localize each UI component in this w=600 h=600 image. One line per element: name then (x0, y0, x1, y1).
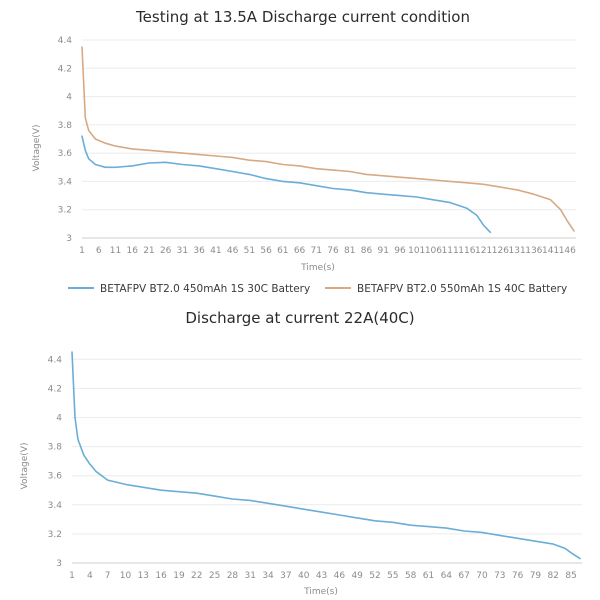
chart-2-x-tick-label: 70 (476, 571, 488, 581)
chart-1-series-line-1 (81, 135, 492, 234)
chart-1-x-tick-label: 96 (394, 246, 406, 256)
legend-label-550mah: BETAFPV BT2.0 550mAh 1S 40C Battery (357, 283, 567, 295)
chart-1-x-tick-label: 141 (542, 246, 559, 256)
chart-1-x-axis-label: Time(s) (300, 263, 335, 273)
chart-2-x-tick-label: 25 (209, 571, 220, 581)
chart-1-x-tick-label: 56 (260, 246, 272, 256)
chart-1-x-tick-label: 136 (525, 246, 542, 256)
chart-2-y-axis-label: Voltage(V) (20, 443, 30, 490)
chart-2-x-tick-label: 37 (280, 571, 291, 581)
chart-1-y-axis-label: Voltage(V) (32, 125, 42, 172)
chart-2-x-tick-label: 28 (227, 571, 239, 581)
chart-2: Discharge at current 22A(40C) 3 3.2 3.4 3.6… (20, 309, 582, 597)
chart-2-x-tick-label: 40 (298, 571, 310, 581)
chart-2-series-line-1 (71, 351, 581, 560)
chart-2-x-ticks: 1 4 7 10 13 16 19 22 25 28 31 34 37 40 43 46 49 52 55 58 61 6… (69, 571, 577, 581)
chart-1-y-tick-label: 4.2 (58, 64, 72, 74)
chart-2-y-tick-label: 3.4 (48, 501, 63, 511)
chart-2-x-tick-label: 7 (105, 571, 111, 581)
chart-2-x-tick-label: 43 (316, 571, 327, 581)
chart-1-x-tick-label: 121 (475, 246, 492, 256)
chart-1-x-tick-label: 111 (442, 246, 459, 256)
chart-2-x-tick-label: 16 (155, 571, 167, 581)
chart-2-x-tick-label: 31 (245, 571, 256, 581)
chart-1-x-tick-label: 86 (361, 246, 373, 256)
chart-1-x-tick-label: 21 (143, 246, 154, 256)
chart-1-y-tick-label: 3.2 (58, 206, 72, 216)
chart-1-y-ticks: 3 3.2 3.4 3.6 3.8 4 4.2 4.4 (58, 36, 73, 244)
chart-1-series-line-2 (81, 46, 575, 232)
chart-2-x-tick-label: 49 (351, 571, 363, 581)
chart-1-x-tick-label: 61 (277, 246, 288, 256)
chart-1-series (81, 46, 575, 234)
chart-1-y-tick-label: 3.4 (58, 177, 73, 187)
chart-1-x-tick-label: 81 (344, 246, 355, 256)
chart-1-x-tick-label: 126 (492, 246, 509, 256)
chart-1-y-tick-label: 3.6 (58, 149, 73, 159)
chart-1-x-tick-label: 76 (327, 246, 339, 256)
chart-1-x-tick-label: 46 (227, 246, 239, 256)
chart-2-x-tick-label: 82 (548, 571, 559, 581)
chart-1-x-tick-label: 91 (377, 246, 388, 256)
chart-2-x-tick-label: 85 (565, 571, 576, 581)
chart-1-x-tick-label: 66 (294, 246, 306, 256)
chart-1-y-tick-label: 3 (66, 234, 72, 244)
chart-1-title: Testing at 13.5A Discharge current condi… (135, 8, 470, 26)
chart-1-x-tick-label: 106 (425, 246, 442, 256)
chart-2-x-tick-label: 4 (87, 571, 93, 581)
chart-1-x-tick-label: 41 (210, 246, 221, 256)
legend-label-450mah: BETAFPV BT2.0 450mAh 1S 30C Battery (100, 283, 310, 295)
chart-2-x-tick-label: 76 (512, 571, 524, 581)
chart-2-y-tick-label: 3.6 (48, 472, 63, 482)
chart-2-x-tick-label: 13 (138, 571, 149, 581)
chart-2-gridlines (72, 358, 582, 564)
chart-1-x-tick-label: 71 (311, 246, 322, 256)
chart-2-y-tick-label: 3.8 (48, 443, 63, 453)
chart-1-x-tick-label: 101 (408, 246, 425, 256)
chart-1-gridlines (82, 39, 576, 239)
chart-2-x-tick-label: 10 (120, 571, 132, 581)
chart-1-x-tick-label: 11 (110, 246, 121, 256)
chart-2-x-tick-label: 73 (494, 571, 505, 581)
chart-2-y-ticks: 3 3.2 3.4 3.6 3.8 4 4.2 4.4 (48, 355, 63, 569)
chart-1-x-tick-label: 116 (458, 246, 475, 256)
chart-2-x-tick-label: 79 (530, 571, 542, 581)
chart-1-x-tick-label: 26 (160, 246, 172, 256)
chart-2-x-axis-label: Time(s) (303, 587, 338, 597)
chart-2-x-tick-label: 34 (262, 571, 274, 581)
chart-2-x-tick-label: 55 (387, 571, 398, 581)
chart-2-y-tick-label: 4 (56, 413, 62, 423)
chart-1-x-tick-label: 1 (79, 246, 85, 256)
chart-1-x-tick-label: 31 (177, 246, 188, 256)
chart-1-y-tick-label: 4.4 (58, 36, 73, 46)
chart-1-x-tick-label: 16 (126, 246, 138, 256)
chart-2-x-tick-label: 22 (191, 571, 202, 581)
chart-1-x-tick-label: 131 (509, 246, 526, 256)
chart-2-x-tick-label: 46 (334, 571, 346, 581)
chart-2-x-tick-label: 67 (458, 571, 469, 581)
chart-1-x-tick-label: 36 (193, 246, 205, 256)
chart-1-legend: BETAFPV BT2.0 450mAh 1S 30C Battery BETA… (68, 283, 567, 295)
chart-2-x-tick-label: 58 (405, 571, 417, 581)
chart-1-x-tick-label: 51 (244, 246, 255, 256)
chart-1: Testing at 13.5A Discharge current condi… (32, 8, 576, 295)
chart-2-series (71, 351, 581, 560)
chart-1-y-tick-label: 3.8 (58, 121, 73, 131)
chart-2-x-tick-label: 1 (69, 571, 75, 581)
chart-1-x-ticks: 1 6 11 16 21 26 31 36 41 46 51 56 61 66 71 76 81 86 91 96 10… (79, 246, 576, 256)
chart-2-y-tick-label: 4.4 (48, 355, 63, 365)
chart-1-y-tick-label: 4 (66, 93, 72, 103)
chart-1-x-tick-label: 146 (559, 246, 576, 256)
chart-2-title: Discharge at current 22A(40C) (185, 309, 414, 327)
chart-1-x-tick-label: 6 (96, 246, 102, 256)
chart-2-y-tick-label: 3 (56, 559, 62, 569)
chart-2-y-tick-label: 3.2 (48, 530, 62, 540)
chart-2-x-tick-label: 19 (173, 571, 185, 581)
chart-2-x-tick-label: 64 (441, 571, 453, 581)
chart-2-x-tick-label: 61 (423, 571, 434, 581)
chart-2-x-tick-label: 52 (369, 571, 380, 581)
chart-2-y-tick-label: 4.2 (48, 384, 62, 394)
